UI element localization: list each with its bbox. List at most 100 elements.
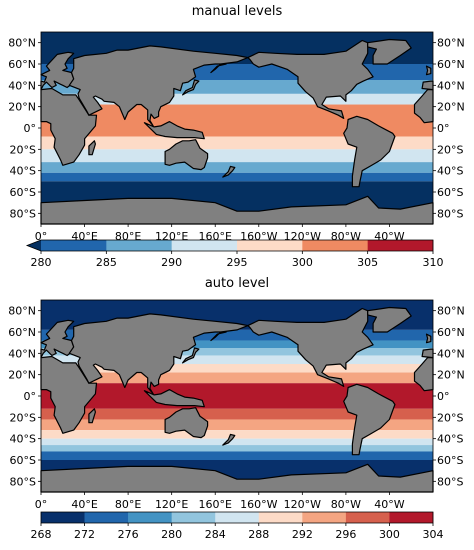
lat-tick-label-right: 60°N — [437, 326, 465, 339]
uk-landmass — [425, 333, 432, 344]
lat-tick-label-right: 40°N — [437, 347, 465, 360]
colorbar-tick-label: 284 — [205, 528, 226, 541]
sst-band — [41, 93, 433, 105]
sst-band — [41, 149, 433, 163]
lat-tick-label-right: 80°S — [437, 475, 463, 488]
lat-tick-label-right: 40°N — [437, 79, 465, 92]
colorbar-2: 268 272 276 280 284 288 292 296 300 304 — [31, 511, 444, 541]
europe-landmass — [40, 319, 75, 359]
colorbar-segment — [215, 512, 260, 523]
lat-tick-label-right: 40°S — [437, 165, 463, 178]
colorbar-segment — [367, 240, 434, 251]
lat-tick-label-right: 80°N — [437, 305, 465, 318]
colorbar-tick-label: 280 — [31, 256, 52, 269]
colorbar-segment — [345, 512, 390, 523]
colorbar-tick-label: 300 — [292, 256, 313, 269]
new-zealand-landmass — [222, 433, 236, 446]
africa-landmass — [40, 355, 98, 434]
map-panel-2: 80°N 80°N 60°N 60°N 40°N 40°N 20°N 20°N 0° 0° 20°S… — [8, 299, 465, 511]
lon-tick-label: 80°E — [115, 498, 141, 511]
colorbar-segment — [84, 512, 129, 523]
lon-tick-label: 40°W — [374, 498, 404, 511]
lat-tick-label-left: 60°S — [10, 454, 36, 467]
panel-1-title: manual levels — [191, 4, 283, 19]
indonesia-landmass — [143, 388, 205, 408]
australia-landmass — [164, 139, 209, 171]
sst-band — [41, 430, 433, 439]
lat-tick-label-left: 80°S — [10, 475, 36, 488]
colorbar-segment — [171, 512, 216, 523]
australia-landmass — [164, 407, 209, 439]
lat-tick-label-left: 20°S — [10, 143, 36, 156]
europe-west-landmass — [421, 80, 434, 91]
colorbar-tick-label: 295 — [227, 256, 248, 269]
lat-tick-label-left: 40°S — [10, 433, 36, 446]
lon-tick-label: 120°E — [155, 498, 188, 511]
land-mask — [40, 306, 434, 493]
lat-tick-label-right: 60°N — [437, 58, 465, 71]
lat-tick-label-right: 80°N — [437, 37, 465, 50]
lat-tick-label-left: 60°N — [8, 58, 36, 71]
sst-band — [41, 340, 433, 348]
lat-tick-label-right: 60°S — [437, 186, 463, 199]
panel-2-title: auto level — [204, 276, 270, 291]
lat-tick-label-right: 80°S — [437, 207, 463, 220]
japan-landmass — [182, 347, 200, 364]
greenland-landmass — [367, 38, 412, 65]
lon-tick-label: 0° — [35, 498, 48, 511]
lat-tick-label-left: 80°N — [8, 37, 36, 50]
lon-tick-label: 80°W — [331, 498, 361, 511]
lon-tick-label: 160°E — [198, 498, 231, 511]
colorbar-tick-label: 296 — [335, 528, 356, 541]
lat-tick-label-right: 40°S — [437, 433, 463, 446]
lon-tick-label: 120°W — [284, 498, 321, 511]
colorbar-tick-label: 304 — [423, 528, 444, 541]
colorbar-tick-label: 288 — [248, 528, 269, 541]
lat-tick-label-right: 0° — [437, 122, 450, 135]
sst-band — [41, 364, 433, 373]
europe-landmass — [40, 51, 75, 91]
japan-landmass — [182, 79, 200, 96]
sst-band — [41, 438, 433, 446]
asia-landmass — [68, 45, 249, 127]
colorbar-segment — [41, 240, 107, 251]
lat-tick-label-right: 60°S — [437, 454, 463, 467]
colorbar-segment — [302, 512, 347, 523]
south-america-landmass — [343, 383, 396, 456]
lat-tick-label-left: 0° — [24, 390, 37, 403]
colorbar-tick-label: 310 — [423, 256, 444, 269]
lat-tick-label-left: 60°S — [10, 186, 36, 199]
sst-band — [41, 348, 433, 356]
sst-band — [41, 451, 433, 460]
lat-tick-label-right: 20°N — [437, 369, 465, 382]
colorbar-tick-label: 285 — [96, 256, 117, 269]
indonesia-landmass — [143, 120, 205, 140]
lat-tick-label-right: 20°S — [437, 411, 463, 424]
sst-band — [41, 329, 433, 341]
north-america-landmass — [247, 39, 374, 120]
north-america-landmass — [247, 307, 374, 388]
europe-west-landmass — [421, 348, 434, 359]
map-panel-1: 80°N 80°N 60°N 60°N 40°N 40°N 20°N 20°N 0° 0° 20°S… — [8, 31, 465, 243]
colorbar-segment — [171, 240, 238, 251]
lat-tick-label-left: 80°S — [10, 207, 36, 220]
sst-band — [41, 445, 433, 452]
sst-band — [41, 419, 433, 431]
south-america-landmass — [343, 115, 396, 188]
colorbar-segment — [389, 512, 434, 523]
lat-tick-label-right: 20°S — [437, 143, 463, 156]
colorbar-tick-label: 292 — [292, 528, 313, 541]
africa-landmass — [40, 87, 98, 166]
colorbar-segment — [41, 512, 85, 523]
madagascar-landmass — [88, 408, 97, 424]
lat-tick-label-left: 80°N — [8, 305, 36, 318]
colorbar-outline — [25, 239, 434, 252]
lon-tick-label: 40°E — [71, 498, 97, 511]
lat-tick-label-left: 20°N — [8, 101, 36, 114]
colorbar-segment — [302, 240, 368, 251]
sst-band — [41, 372, 433, 384]
lat-tick-label-left: 20°N — [8, 369, 36, 382]
colorbar-extend-arrow — [27, 240, 41, 251]
colorbar-tick-label: 272 — [74, 528, 95, 541]
